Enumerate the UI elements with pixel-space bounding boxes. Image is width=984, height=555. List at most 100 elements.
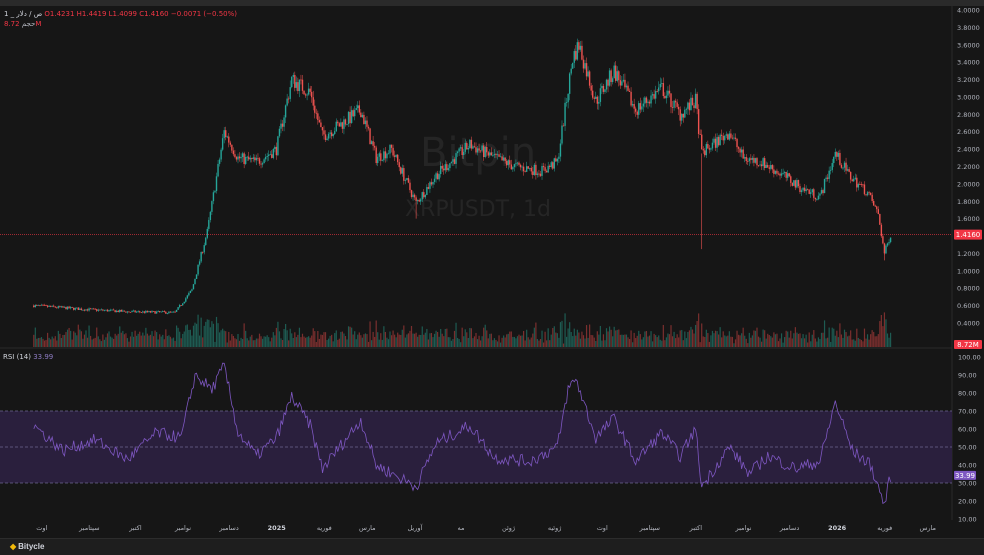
volume-bar	[667, 333, 669, 347]
volume-bar	[286, 330, 288, 347]
volume-bar	[314, 331, 316, 347]
volume-bar	[728, 331, 730, 347]
volume-bar	[298, 327, 301, 347]
candle-body	[848, 169, 850, 172]
volume-bar	[559, 322, 562, 347]
volume-bar	[409, 330, 411, 347]
volume-bar	[206, 319, 208, 347]
candle-body	[317, 113, 319, 121]
candle-body	[238, 156, 241, 159]
candle-body	[198, 261, 201, 265]
symbol-legend[interactable]: 1 _ ص / دلار O1.4231 H1.4419 L1.4099 C1.…	[4, 10, 237, 19]
volume-bar	[564, 313, 566, 347]
volume-bar	[225, 331, 227, 347]
volume-bar	[736, 330, 738, 347]
volume-bar	[254, 340, 256, 347]
candle-body	[335, 121, 337, 132]
volume-bar	[335, 330, 337, 347]
candle-body	[389, 144, 391, 154]
volume-bar	[515, 338, 517, 347]
volume-bar	[863, 328, 866, 347]
candle-body	[765, 164, 767, 168]
volume-bar	[197, 314, 199, 347]
volume-bar	[91, 339, 93, 347]
candle-body	[244, 156, 247, 164]
volume-bar	[401, 329, 403, 347]
volume-bar	[854, 340, 856, 347]
volume-legend[interactable]: حجم 8.72M	[4, 20, 41, 28]
footer-logo[interactable]: ◆ Bitycle	[10, 542, 44, 551]
volume-bar	[36, 338, 38, 347]
volume-bar	[242, 339, 244, 347]
volume-bar	[612, 336, 614, 347]
candle-body	[327, 133, 330, 139]
candle-body	[661, 83, 663, 84]
rsi-value: 33.99	[33, 353, 54, 361]
volume-bar	[762, 329, 764, 347]
volume-bar	[120, 332, 122, 347]
candle-body	[298, 79, 301, 92]
candle-body	[320, 122, 322, 128]
candle-body	[148, 311, 150, 312]
candle-body	[40, 304, 43, 306]
volume-bar	[274, 335, 276, 347]
volume-bar	[807, 342, 809, 347]
candle-body	[854, 177, 856, 179]
volume-bar	[48, 337, 50, 347]
candle-body	[329, 132, 331, 134]
candle-body	[846, 169, 849, 171]
volume-bar	[865, 338, 867, 347]
candle-body	[759, 164, 761, 166]
volume-bar	[74, 332, 76, 347]
candle-body	[578, 42, 580, 50]
volume-bar	[605, 328, 608, 347]
candle-body	[658, 87, 660, 92]
candle-body	[347, 111, 350, 125]
volume-bar	[691, 329, 694, 347]
candle-body	[539, 173, 542, 176]
candle-body	[565, 102, 568, 103]
candle-body	[309, 88, 311, 92]
time-axis-label: مه	[457, 524, 464, 532]
chart-canvas[interactable]: Bitpin XRPUSDT, 1d 4.0000 3.8000 3.6000 3.4…	[0, 0, 984, 538]
volume-bar	[301, 333, 304, 347]
candle-body	[567, 93, 569, 103]
volume-bar	[693, 333, 695, 347]
volume-bar	[642, 337, 644, 347]
candle-body	[587, 71, 589, 77]
candle-body	[63, 306, 66, 308]
candle-body	[79, 308, 81, 310]
volume-bar	[503, 335, 505, 347]
candle-body	[883, 243, 886, 254]
candle-body	[416, 200, 419, 201]
volume-bar	[113, 338, 115, 347]
rsi-legend[interactable]: RSI (14) 33.99	[3, 353, 53, 361]
candle-body	[229, 142, 232, 145]
candle-body	[670, 93, 672, 108]
volume-bar	[499, 342, 502, 347]
volume-bar	[616, 329, 618, 347]
volume-bar	[750, 337, 752, 347]
candle-body	[889, 237, 892, 243]
volume-bar	[496, 341, 499, 347]
volume-bar	[538, 340, 540, 347]
candle-body	[521, 166, 523, 168]
candle-body	[720, 134, 723, 136]
volume-bar	[547, 328, 549, 347]
volume-bar	[258, 333, 261, 347]
candle-body	[74, 307, 76, 310]
candle-body	[91, 308, 93, 310]
volume-bar	[423, 334, 425, 347]
volume-bar	[208, 319, 210, 347]
candle-body	[140, 312, 142, 313]
candle-body	[59, 306, 61, 308]
candle-body	[644, 97, 646, 104]
volume-bar	[576, 329, 578, 347]
candle-body	[139, 311, 141, 313]
candle-body	[788, 173, 790, 177]
candle-body	[470, 139, 473, 149]
candle-body	[386, 153, 388, 159]
candle-body	[607, 79, 609, 86]
candle-body	[106, 309, 109, 312]
candle-body	[863, 184, 866, 195]
